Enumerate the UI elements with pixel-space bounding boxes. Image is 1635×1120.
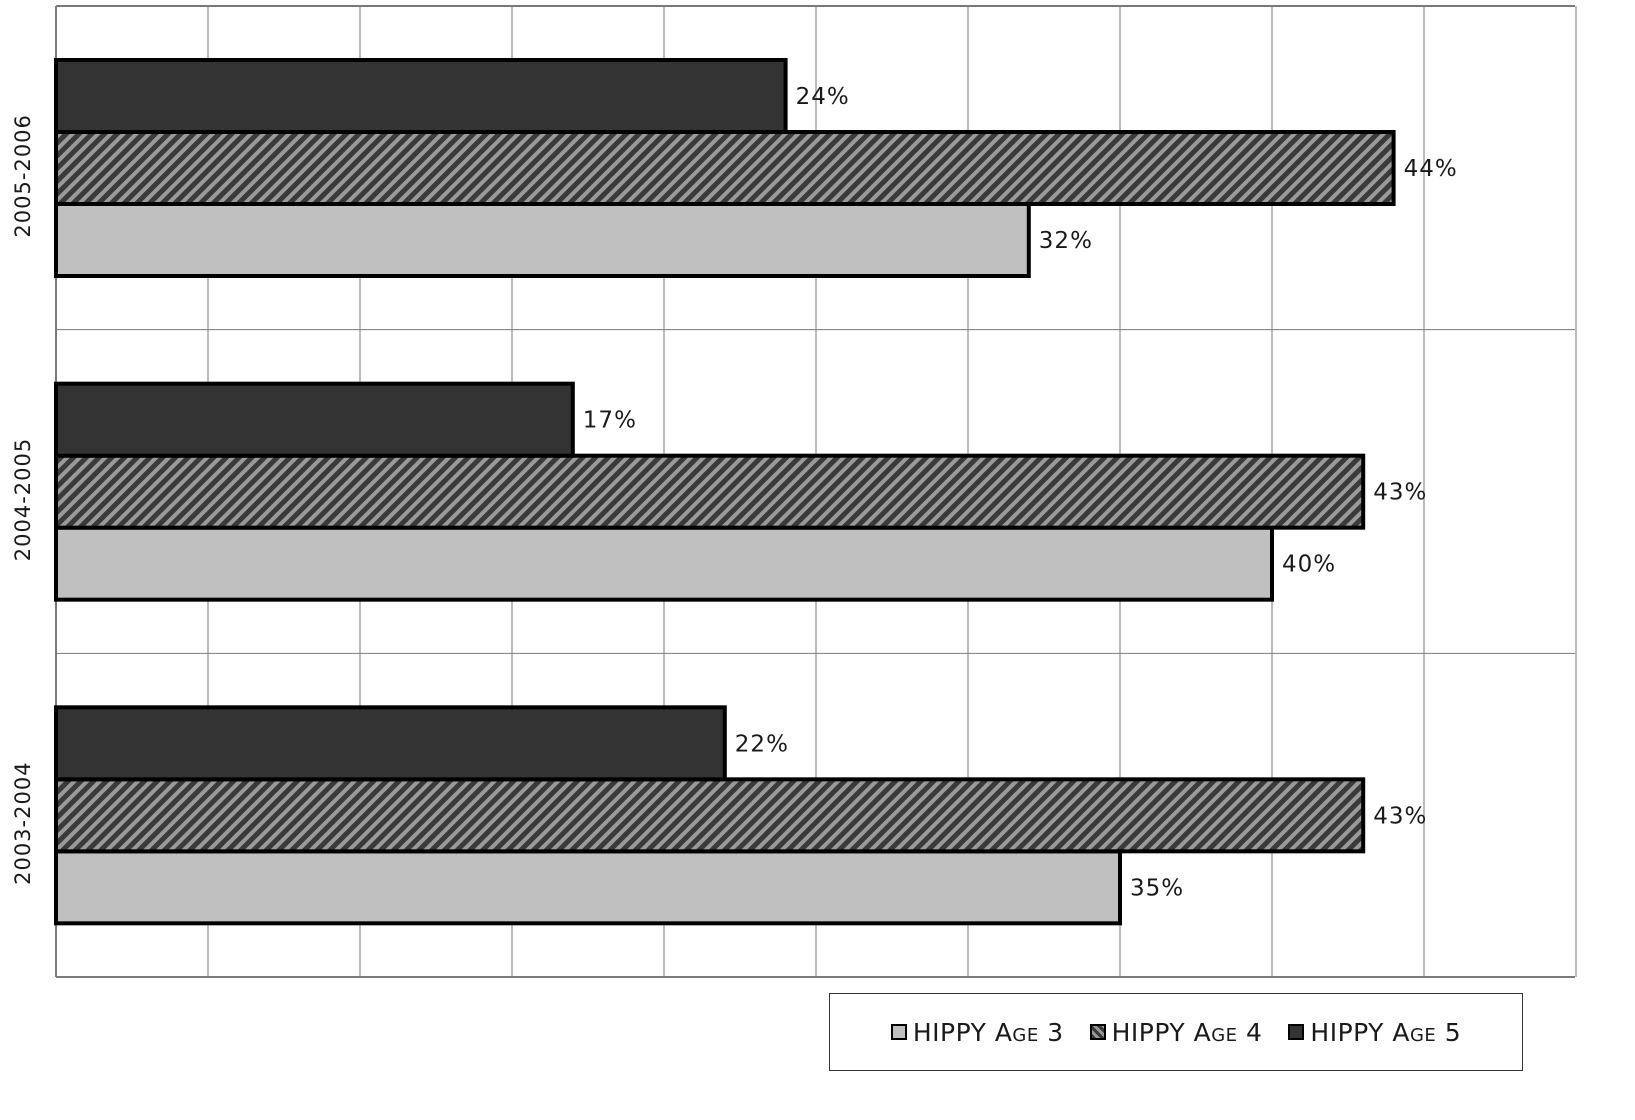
legend-swatch-age-4 [1089, 1024, 1106, 1040]
legend: HIPPY Age 3 HIPPY Age 4 HIPPY Age 5 [829, 993, 1523, 1071]
data-label: 43% [1373, 480, 1427, 506]
bar-hippy-age-4-2005-2006 [54, 130, 1396, 206]
data-label: 40% [1282, 552, 1336, 578]
data-label: 24% [796, 84, 850, 110]
legend-label-age-4: HIPPY Age 4 [1111, 1017, 1263, 1047]
legend-swatch-age-3 [890, 1024, 907, 1040]
bar-hippy-age-4-2004-2005 [54, 453, 1366, 530]
bar-hippy-age-3-2003-2004 [54, 849, 1122, 926]
legend-item-age-5: HIPPY Age 5 [1288, 1018, 1461, 1047]
bar-hippy-age-3-2005-2006 [54, 202, 1031, 278]
y-tick-label: 2003-2004 [11, 761, 35, 884]
category-tick-labels: 2003-2004 2004-2005 2005-2006 [11, 114, 35, 885]
data-labels: 35% 43% 22% 40% 43% 17% 32% 44% 24% [583, 84, 1458, 901]
data-label: 43% [1373, 803, 1427, 829]
data-label: 17% [583, 408, 637, 434]
legend-item-age-3: HIPPY Age 3 [890, 1017, 1064, 1047]
y-tick-label: 2004-2005 [11, 438, 35, 561]
legend-label-age-3: HIPPY Age 3 [912, 1017, 1064, 1047]
data-label: 32% [1039, 228, 1093, 254]
bar-hippy-age-5-2004-2005 [54, 381, 575, 458]
bar-hippy-age-5-2003-2004 [54, 705, 727, 782]
bar-hippy-age-4-2003-2004 [54, 777, 1366, 854]
bars [54, 58, 1396, 926]
data-label: 44% [1404, 156, 1458, 182]
y-tick-label: 2005-2006 [11, 114, 35, 237]
data-label: 35% [1130, 875, 1184, 901]
data-label: 22% [735, 731, 789, 757]
bar-hippy-age-5-2005-2006 [54, 58, 788, 134]
bar-hippy-age-3-2004-2005 [54, 525, 1274, 602]
legend-item-age-4: HIPPY Age 4 [1089, 1017, 1263, 1047]
legend-swatch-age-5 [1288, 1024, 1305, 1040]
legend-label-age-5: HIPPY Age 5 [1310, 1017, 1462, 1047]
